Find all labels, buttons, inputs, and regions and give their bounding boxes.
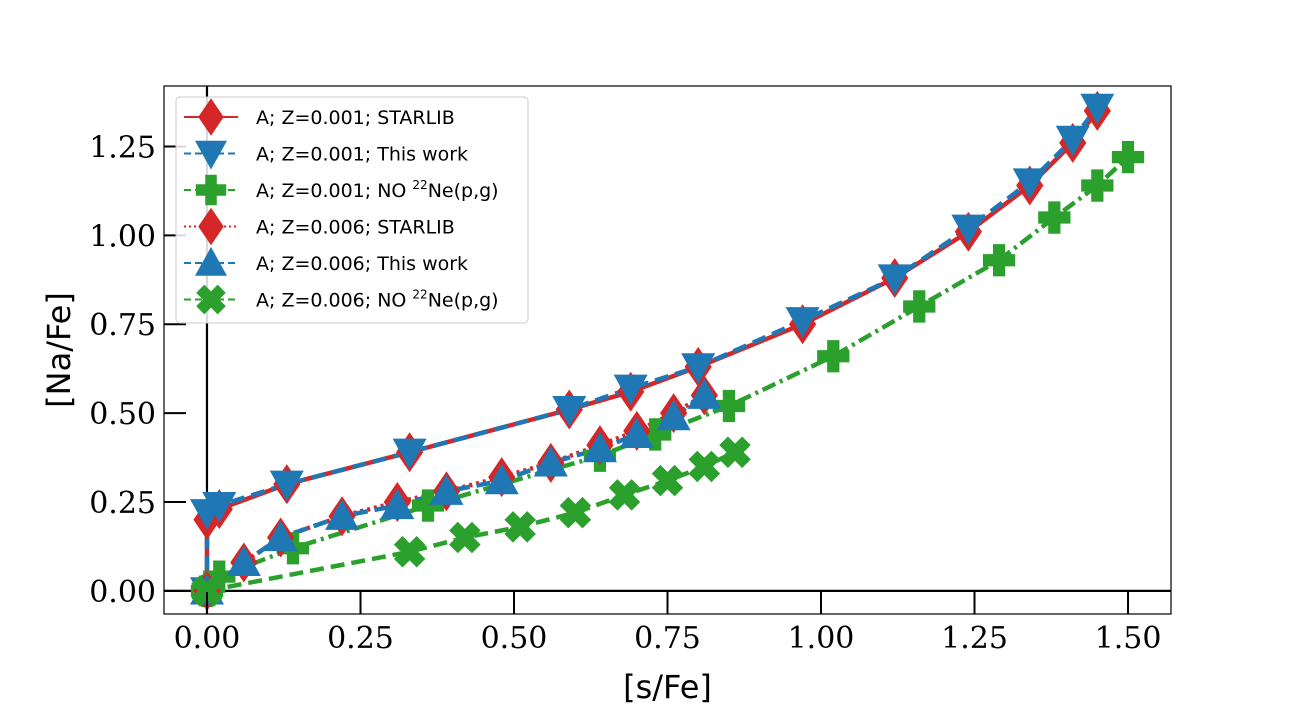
y-tick-label: 0.75 [89, 308, 156, 343]
data-point-triangle-up [619, 417, 654, 449]
data-point-triangle-down [951, 214, 986, 246]
legend: A; Z=0.001; STARLIB A; Z=0.001; This work… [175, 96, 529, 324]
data-point-plus [903, 290, 936, 323]
data-point-triangle-down [202, 491, 237, 523]
legend-marker-diamond [198, 98, 224, 136]
legend-entry: A; Z=0.006; NO 22Ne(p,g) [184, 284, 499, 315]
y-tick-label: 0.25 [89, 486, 156, 521]
legend-entry: A; Z=0.001; NO 22Ne(p,g) [184, 174, 499, 206]
data-point-triangle-down [877, 264, 912, 295]
data-point-triangle-up [263, 520, 298, 552]
x-tick-label: 1.00 [788, 621, 855, 656]
data-point-triangle-up [656, 399, 691, 431]
legend-marker-plus [195, 174, 227, 206]
data-point-x [651, 464, 684, 497]
data-point-x [608, 479, 641, 511]
series-line-1 [204, 105, 1100, 591]
data-point-triangle-down [1055, 125, 1090, 157]
legend-label: A; Z=0.001; STARLIB [256, 107, 455, 129]
x-tick-label: 0.00 [174, 621, 241, 656]
legend-entry: A; Z=0.001; STARLIB [184, 98, 455, 136]
data-point-triangle-up [484, 463, 519, 495]
x-axis-label: [s/Fe] [623, 668, 712, 706]
data-point-triangle-down [785, 307, 820, 338]
data-point-plus [817, 340, 850, 373]
legend-entry: A; Z=0.006; This work [184, 247, 468, 276]
data-point-triangle-down [1012, 168, 1047, 199]
y-axis-label: [Na/Fe] [40, 292, 78, 408]
y-tick-label: 0.50 [89, 397, 156, 432]
data-point-x [688, 450, 721, 483]
legend-marker-diamond [198, 207, 224, 246]
y-axis-ticks: 0.00 0.25 0.50 0.75 1.00 1.25 [89, 130, 186, 610]
legend-entry: A; Z=0.006; STARLIB [184, 207, 455, 246]
x-tick-label: 0.25 [327, 621, 394, 656]
data-point-plus [1081, 169, 1114, 202]
legend-marker-x [196, 284, 226, 315]
data-point-plus [411, 489, 445, 522]
data-point-triangle-down [613, 374, 648, 406]
data-point-triangle-down [392, 438, 427, 470]
data-point-x [449, 521, 481, 554]
series-markers [189, 90, 1145, 611]
legend-label: A; Z=0.006; NO 22Ne(p,g) [256, 288, 499, 312]
legend-marker-triangle-down [195, 140, 227, 170]
data-point-triangle-down [269, 470, 304, 502]
y-tick-label: 1.00 [89, 219, 156, 254]
data-point-plus [1111, 140, 1145, 174]
x-tick-label: 1.25 [941, 621, 1008, 656]
data-point-x [393, 536, 426, 568]
data-point-triangle-down [552, 395, 587, 427]
data-point-plus [1038, 201, 1071, 234]
data-point-triangle-up [226, 545, 261, 577]
x-tick-label: 1.50 [1095, 621, 1162, 656]
data-point-x [191, 575, 223, 607]
legend-label: A; Z=0.001; This work [256, 144, 468, 166]
data-point-triangle-up [533, 445, 568, 477]
data-point-plus [639, 418, 672, 451]
legend-box [175, 96, 529, 324]
data-point-triangle-up [687, 378, 722, 409]
y-tick-label: 1.25 [89, 130, 156, 165]
data-point-plus [712, 389, 746, 423]
legend-label: A; Z=0.001; NO 22Ne(p,g) [256, 178, 499, 202]
data-point-x [504, 511, 536, 543]
data-point-x [719, 436, 751, 468]
x-axis-ticks: 0.00 0.25 0.50 0.75 1.00 1.25 1.50 [174, 592, 1162, 656]
legend-label: A; Z=0.006; STARLIB [256, 217, 455, 239]
x-tick-label: 0.50 [481, 621, 548, 656]
data-point-triangle-up [582, 431, 617, 463]
data-point-triangle-down [1080, 93, 1115, 125]
data-point-plus [203, 560, 236, 593]
x-tick-label: 0.75 [634, 621, 701, 656]
data-point-triangle-up [325, 499, 360, 530]
data-point-triangle-up [429, 474, 464, 505]
data-point-plus [982, 244, 1016, 277]
y-tick-label: 0.00 [89, 575, 156, 610]
data-point-triangle-up [380, 488, 415, 520]
data-point-x [559, 496, 592, 529]
legend-entry: A; Z=0.001; This work [184, 140, 468, 170]
legend-marker-triangle-up [195, 247, 227, 276]
series-markers-5 [191, 436, 751, 607]
legend-label: A; Z=0.006; This work [256, 253, 468, 275]
data-point-triangle-down [681, 353, 716, 384]
